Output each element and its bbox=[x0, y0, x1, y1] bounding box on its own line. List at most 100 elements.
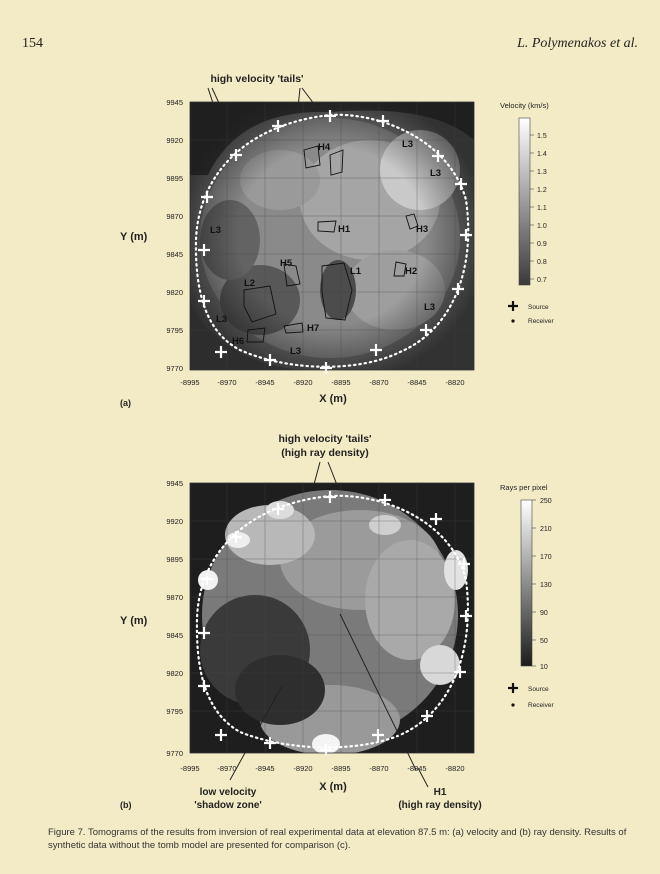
x-tick-label: -8995 bbox=[180, 378, 199, 387]
panel-b-ray-density-tomogram: high velocity 'tails' (high ray density) bbox=[120, 433, 554, 811]
region-label: H5 bbox=[280, 258, 293, 269]
colorbar-tick: 250 bbox=[540, 498, 552, 505]
region-label: L3 bbox=[424, 302, 435, 313]
legend-receiver-label: Receiver bbox=[528, 318, 554, 325]
receiver-marker-icon bbox=[511, 703, 515, 707]
running-header-authors: L. Polymenakos et al. bbox=[517, 36, 638, 51]
h1-label: H1 bbox=[434, 787, 447, 798]
x-tick-label: -8845 bbox=[407, 378, 426, 387]
y-tick-label: 9795 bbox=[166, 326, 183, 335]
x-tick-label: -8970 bbox=[217, 378, 236, 387]
panel-a-velocity-tomogram: high velocity 'tails' bbox=[120, 73, 554, 408]
x-tick-label: -8945 bbox=[255, 378, 274, 387]
x-tick-label: -8820 bbox=[445, 764, 464, 773]
y-tick-label: 9770 bbox=[166, 364, 183, 373]
colorbar-title-a: Velocity (km/s) bbox=[500, 101, 549, 110]
legend-source-label: Source bbox=[528, 304, 549, 311]
y-tick-label: 9945 bbox=[166, 479, 183, 488]
region-label: H2 bbox=[405, 266, 417, 277]
region-label: L3 bbox=[402, 139, 413, 150]
region-label: L3 bbox=[216, 314, 227, 325]
x-tick-label: -8845 bbox=[407, 764, 426, 773]
colorbar-tick: 1.3 bbox=[537, 169, 547, 176]
region-label: H6 bbox=[232, 336, 244, 347]
x-ticks-b: -8995 -8970 -8945 -8920 -8895 -8870 -884… bbox=[180, 764, 464, 773]
colorbar-tick: 90 bbox=[540, 610, 548, 617]
panel-tag-a: (a) bbox=[120, 398, 131, 408]
legend-receiver-label: Receiver bbox=[528, 702, 554, 709]
x-tick-label: -8870 bbox=[369, 378, 388, 387]
region-label: L1 bbox=[350, 266, 362, 277]
x-axis-label-b: X (m) bbox=[319, 781, 347, 793]
grid-a bbox=[190, 102, 474, 370]
colorbar-tick: 130 bbox=[540, 582, 552, 589]
colorbar-title-b: Rays per pixel bbox=[500, 483, 548, 492]
y-tick-label: 9820 bbox=[166, 288, 183, 297]
y-tick-label: 9920 bbox=[166, 136, 183, 145]
receiver-ring-a bbox=[194, 113, 470, 368]
grid-b bbox=[190, 483, 474, 753]
x-tick-label: -8920 bbox=[293, 764, 312, 773]
colorbar-tick: 0.7 bbox=[537, 277, 547, 284]
x-tick-label: -8920 bbox=[293, 378, 312, 387]
ray-density-map bbox=[190, 483, 474, 753]
x-tick-label: -8870 bbox=[369, 764, 388, 773]
y-tick-label: 9895 bbox=[166, 174, 183, 183]
x-tick-label: -8820 bbox=[445, 378, 464, 387]
panel-tag-b: (b) bbox=[120, 800, 132, 810]
colorbar-b: Rays per pixel 250 210 170 130 90 50 10 bbox=[500, 483, 552, 671]
receiver-ring-b bbox=[195, 494, 470, 749]
y-ticks-b: 9945 9920 9895 9870 9845 9820 9795 9770 bbox=[166, 479, 183, 758]
source-markers-a bbox=[198, 110, 472, 374]
legend-b: Source Receiver bbox=[508, 683, 554, 709]
y-axis-label-a: Y (m) bbox=[120, 231, 148, 243]
colorbar-tick: 170 bbox=[540, 554, 552, 561]
region-label: H3 bbox=[416, 224, 428, 235]
colorbar-tick: 1.5 bbox=[537, 133, 547, 140]
y-axis-label-b: Y (m) bbox=[120, 615, 148, 627]
region-label: H1 bbox=[338, 224, 351, 235]
x-tick-label: -8895 bbox=[331, 378, 350, 387]
region-label: H4 bbox=[318, 142, 331, 153]
y-tick-label: 9870 bbox=[166, 593, 183, 602]
region-labels-a: H4 L3 L3 H1 H3 L3 H5 L1 H2 L2 L3 L3 H7 H… bbox=[210, 139, 441, 357]
x-tick-label: -8945 bbox=[255, 764, 274, 773]
colorbar-tick: 1.0 bbox=[537, 223, 547, 230]
source-marker-icon bbox=[508, 683, 518, 693]
y-tick-label: 9845 bbox=[166, 250, 183, 259]
colorbar-tick: 50 bbox=[540, 638, 548, 645]
receiver-marker-icon bbox=[511, 319, 515, 323]
colorbar-tick: 1.1 bbox=[537, 205, 547, 212]
x-axis-label-a: X (m) bbox=[319, 393, 347, 405]
colorbar-a: Velocity (km/s) 1.5 1.4 1.3 1.2 1.1 1.0 … bbox=[500, 101, 549, 286]
panel-b-annotation-sub: (high ray density) bbox=[281, 447, 369, 459]
panel-a-annotation: high velocity 'tails' bbox=[210, 73, 303, 85]
colorbar-tick: 1.2 bbox=[537, 187, 547, 194]
colorbar-tick: 210 bbox=[540, 526, 552, 533]
low-velocity-label: low velocity bbox=[200, 787, 257, 798]
map-frame-b bbox=[189, 482, 475, 754]
region-label: L3 bbox=[430, 168, 441, 179]
region-label: L3 bbox=[290, 346, 301, 357]
x-tick-label: -8970 bbox=[217, 764, 236, 773]
x-tick-label: -8895 bbox=[331, 764, 350, 773]
y-tick-label: 9845 bbox=[166, 631, 183, 640]
legend-source-label: Source bbox=[528, 686, 549, 693]
map-frame-a bbox=[189, 101, 475, 371]
y-ticks-a: 9945 9920 9895 9870 9845 9820 9795 9770 bbox=[166, 98, 183, 373]
h1-ray-density-label: (high ray density) bbox=[398, 800, 481, 811]
x-tick-label: -8995 bbox=[180, 764, 199, 773]
y-tick-label: 9870 bbox=[166, 212, 183, 221]
region-label: L3 bbox=[210, 225, 221, 236]
colorbar-tick: 10 bbox=[540, 664, 548, 671]
annotation-arrows-b2 bbox=[229, 613, 429, 788]
y-tick-label: 9820 bbox=[166, 669, 183, 678]
source-marker-icon bbox=[508, 301, 518, 311]
region-label: L2 bbox=[244, 278, 255, 289]
region-label: H7 bbox=[307, 323, 319, 334]
y-tick-label: 9945 bbox=[166, 98, 183, 107]
region-outlines-a bbox=[243, 145, 419, 343]
x-ticks-a: -8995 -8970 -8945 -8920 -8895 -8870 -884… bbox=[180, 378, 464, 387]
legend-a: Source Receiver bbox=[508, 301, 554, 325]
